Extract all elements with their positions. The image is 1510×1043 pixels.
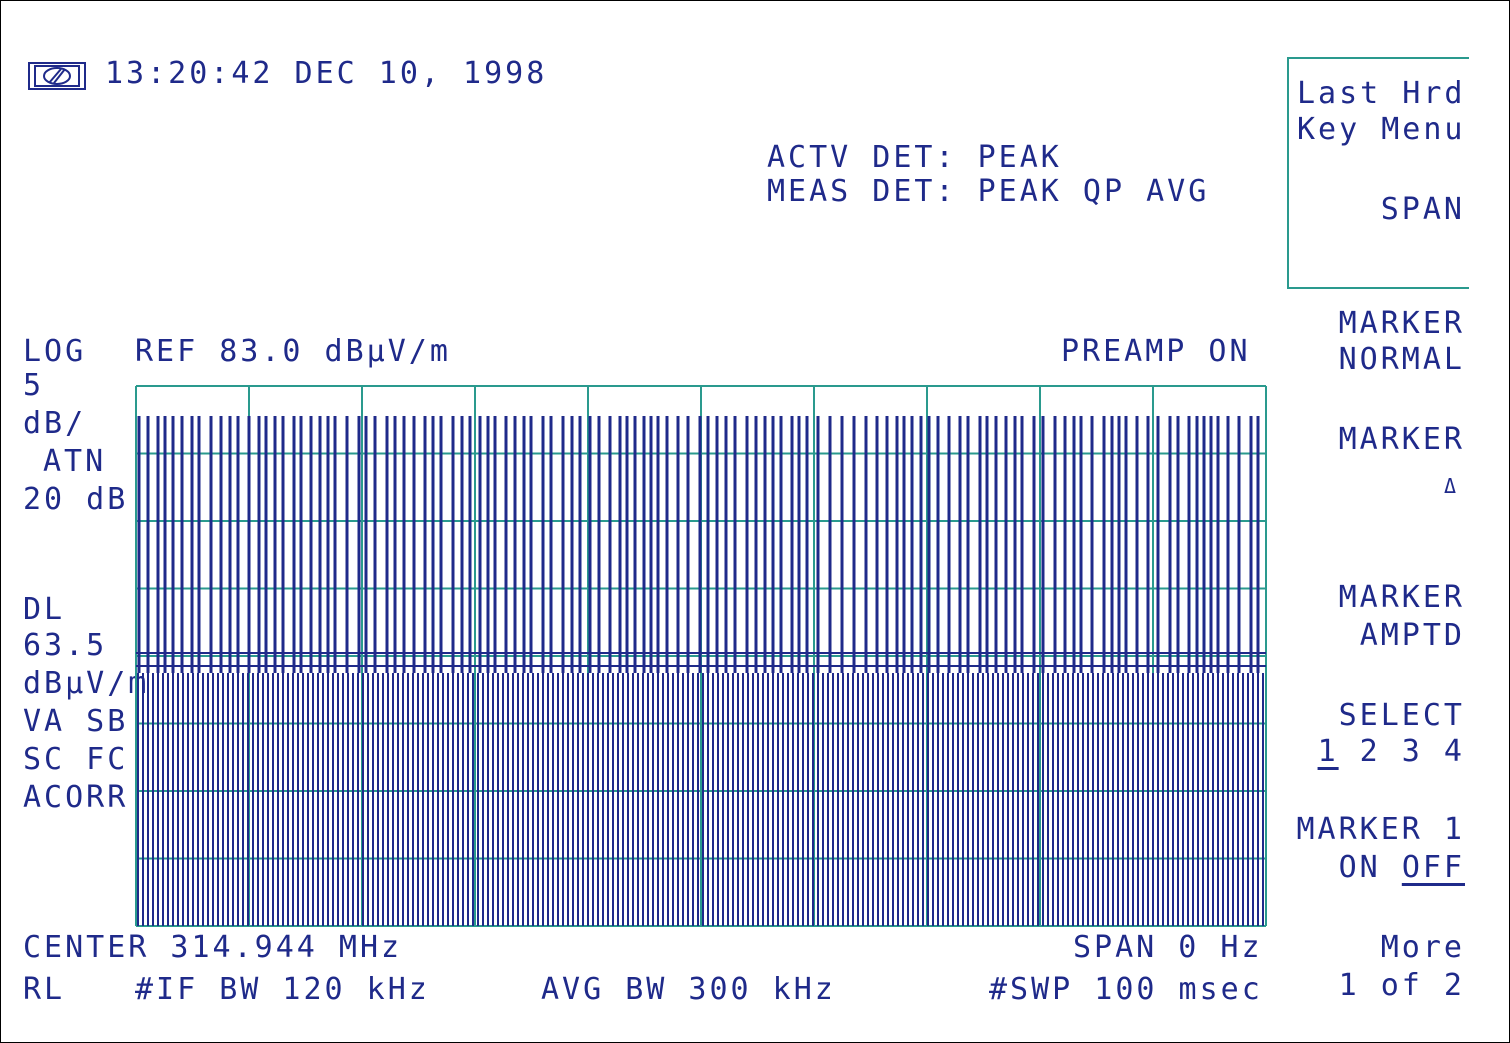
softkey-marker-amptd-line2[interactable]: AMPTD [1359, 618, 1465, 653]
softkey-marker-delta-line1[interactable]: MARKER [1338, 422, 1465, 457]
softkey-marker-normal-line1[interactable]: MARKER [1338, 306, 1465, 341]
softkey-marker-normal-line2[interactable]: NORMAL [1338, 342, 1465, 377]
attenuation-value: 20 dB [23, 482, 129, 517]
if-bandwidth: #IF BW 120 kHz [135, 972, 430, 1007]
acorr-indicator: ACORR [23, 780, 129, 815]
last-hard-key-menu-box [1287, 57, 1469, 289]
softkey-marker-amptd-line1[interactable]: MARKER [1338, 580, 1465, 615]
softkey-last-hrd-line1[interactable]: Last Hrd [1297, 76, 1466, 111]
softkey-select-line1[interactable]: SELECT [1338, 698, 1465, 733]
scale-unit: dB/ [23, 406, 87, 441]
measure-detector: MEAS DET: PEAK QP AVG [767, 174, 1210, 209]
avg-bandwidth: AVG BW 300 kHz [541, 972, 836, 1007]
marker1-on[interactable]: ON [1338, 850, 1402, 885]
softkey-last-hrd-line3[interactable]: SPAN [1380, 192, 1465, 227]
active-detector: ACTV DET: PEAK [767, 140, 1062, 175]
attenuation-label: ATN [43, 444, 107, 479]
reference-level: REF 83.0 dBµV/m [135, 334, 451, 369]
rl-label: RL [23, 972, 66, 1007]
select-options-rest[interactable]: 2 3 4 [1338, 734, 1465, 769]
softkey-more-line2[interactable]: 1 of 2 [1338, 968, 1465, 1003]
va-sb-indicator: VA SB [23, 704, 129, 739]
hp-logo-icon [28, 62, 86, 90]
marker1-off[interactable]: OFF [1401, 850, 1465, 885]
span-value: SPAN 0 Hz [1073, 930, 1263, 965]
log-label: LOG [23, 334, 87, 369]
trace [136, 416, 1266, 926]
display-line-unit: dBµV/m [23, 666, 150, 701]
softkey-last-hrd-line2[interactable]: Key Menu [1297, 112, 1466, 147]
sweep-time: #SWP 100 msec [989, 972, 1263, 1007]
preamp-status: PREAMP ON [1061, 334, 1251, 369]
display-line-label: DL [23, 592, 66, 627]
delta-icon[interactable]: Δ [1443, 474, 1459, 498]
softkey-marker1-onoff[interactable]: ON OFF [1339, 851, 1465, 885]
select-option-1[interactable]: 1 [1317, 734, 1339, 769]
datetime: 13:20:42 DEC 10, 1998 [105, 56, 548, 91]
sc-fc-indicator: SC FC [23, 742, 129, 777]
softkey-select-options[interactable]: 1 2 3 4 [1318, 735, 1465, 769]
softkey-more-line1[interactable]: More [1380, 930, 1465, 965]
display-line-value: 63.5 [23, 628, 108, 663]
scale-value: 5 [23, 368, 45, 403]
softkey-marker1-line1[interactable]: MARKER 1 [1296, 812, 1465, 847]
center-frequency: CENTER 314.944 MHz [23, 930, 403, 965]
